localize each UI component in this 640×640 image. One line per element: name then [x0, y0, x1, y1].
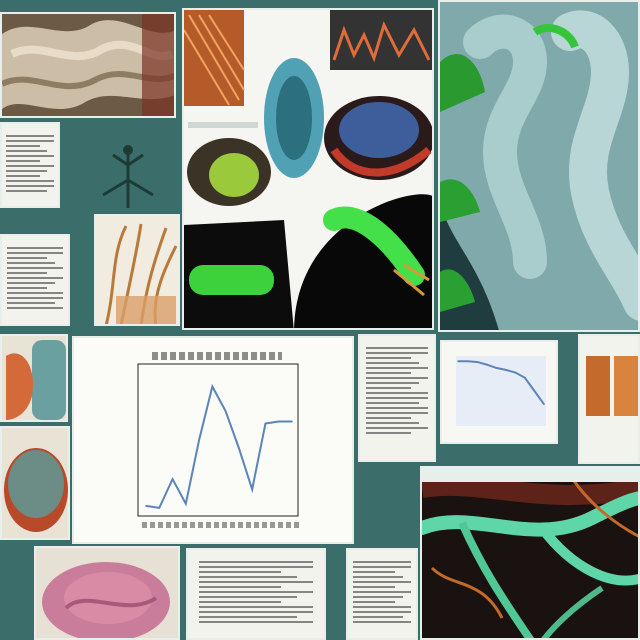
- main-chart-point: [158, 507, 161, 509]
- sphere-specimen: [0, 426, 70, 540]
- document-thumbnail-4: [578, 334, 640, 464]
- document-thumbnail-6: [346, 548, 418, 640]
- mini-chart-point: [495, 367, 498, 369]
- tissue-photo-top-left: [0, 12, 176, 118]
- main-chart-point: [224, 410, 227, 412]
- main-chart-point: [171, 478, 174, 480]
- document-thumbnail-2: [0, 234, 70, 326]
- main-chart-point: [145, 505, 147, 507]
- main-chart-point: [251, 488, 253, 491]
- x-axis-caption-scribble: [142, 522, 302, 528]
- mini-chart-point: [476, 361, 478, 363]
- plant-sprig-figure: [88, 140, 168, 210]
- main-chart-point: [185, 502, 187, 505]
- main-chart-point: [264, 422, 267, 425]
- mini-chart-point: [533, 390, 536, 392]
- tissue-slice-orange: [0, 334, 68, 422]
- mini-line-chart: [442, 342, 556, 442]
- tissue-render-top-right: [438, 0, 640, 332]
- mini-plot-area: [456, 356, 546, 426]
- main-chart-point: [291, 420, 293, 423]
- mini-chart-point: [524, 377, 526, 379]
- pink-tissue-photo: [34, 546, 180, 640]
- line-chart-panel: [72, 336, 354, 544]
- mini-chart-series-line: [458, 360, 545, 405]
- neuron-render: [420, 466, 640, 640]
- mini-chart-point: [485, 363, 488, 366]
- line-chart: [137, 363, 299, 517]
- main-chart-point: [211, 385, 214, 388]
- specimen-collage-center: [182, 8, 434, 330]
- main-chart-series-line: [145, 383, 292, 509]
- mini-chart-point: [514, 371, 517, 374]
- document-thumbnail-3: [358, 334, 436, 462]
- mini-chart-point: [543, 403, 545, 405]
- document-thumbnail-5: [186, 548, 326, 640]
- plot-frame: [137, 363, 299, 517]
- main-chart-point: [198, 439, 200, 441]
- main-chart-point: [238, 447, 240, 450]
- mini-chart-point: [466, 360, 469, 363]
- document-thumbnail-1: [0, 122, 60, 208]
- mini-chart-point: [504, 369, 507, 371]
- chart-title-scribble: [152, 352, 282, 360]
- fibers-illustration: [94, 214, 180, 326]
- mini-chart-point: [457, 360, 459, 363]
- mini-chart-panel: [440, 340, 558, 444]
- main-chart-point: [277, 420, 280, 423]
